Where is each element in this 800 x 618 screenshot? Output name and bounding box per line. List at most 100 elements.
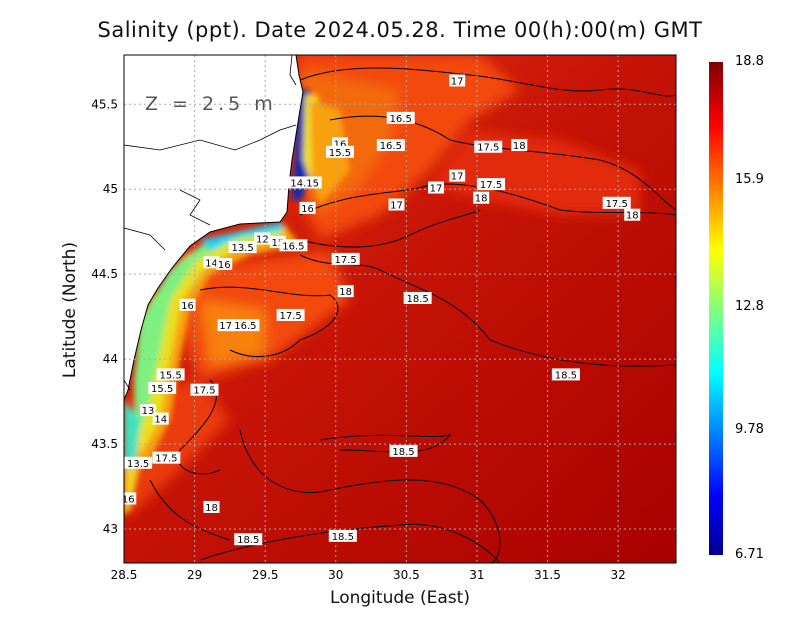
contour-label: 18	[511, 139, 528, 152]
svg-text:18.5: 18.5	[555, 370, 577, 381]
border-lines	[124, 55, 297, 391]
contour-label: 16.5	[231, 319, 260, 332]
contour-label: 17.5	[276, 308, 305, 322]
y-tick-label: 43	[103, 522, 118, 536]
contour-label: 17	[217, 319, 234, 332]
contour-label: 15.5	[326, 145, 354, 159]
x-tick-label: 30	[328, 568, 343, 582]
svg-text:16: 16	[122, 494, 135, 505]
svg-text:17.5: 17.5	[477, 143, 499, 154]
svg-text:17: 17	[451, 172, 464, 183]
contour-label: 18	[624, 208, 641, 222]
svg-text:18: 18	[205, 503, 218, 514]
svg-text:15.5: 15.5	[329, 148, 351, 159]
svg-text:17.5: 17.5	[193, 386, 215, 397]
x-tick-label: 30.5	[393, 568, 420, 582]
svg-text:17.5: 17.5	[279, 311, 301, 322]
contour-label: 16.5	[376, 139, 405, 152]
y-tick-label: 44.5	[91, 267, 118, 281]
svg-text:13.5: 13.5	[127, 459, 149, 470]
colorbar	[709, 62, 723, 555]
contour-label: 17.5	[152, 451, 181, 465]
contour-label: 16.5	[279, 239, 308, 252]
contour-label: 18	[203, 500, 220, 514]
grid-lines	[124, 55, 676, 563]
contour-label: 14.15	[287, 176, 322, 189]
svg-text:14: 14	[154, 415, 167, 426]
svg-text:16: 16	[334, 139, 347, 150]
colorbar-tick-label: 18.8	[735, 54, 764, 69]
contour-label: 16	[179, 298, 196, 312]
svg-text:17: 17	[219, 321, 232, 332]
svg-text:16.5: 16.5	[282, 241, 304, 252]
svg-text:13.5: 13.5	[231, 243, 253, 254]
svg-text:18.5: 18.5	[332, 532, 354, 543]
svg-text:14: 14	[205, 258, 218, 269]
contour-label: 18.5	[234, 533, 263, 546]
contour-label: 17	[449, 74, 466, 87]
x-tick-label: 32	[610, 568, 625, 582]
svg-text:18.5: 18.5	[392, 447, 414, 458]
contour-label: 18	[337, 285, 354, 298]
contour-label: 13.5	[228, 240, 257, 254]
contour-label: 13.5	[124, 456, 153, 470]
svg-text:16.5: 16.5	[380, 141, 402, 152]
svg-text:15: 15	[272, 238, 285, 249]
svg-text:18: 18	[475, 194, 488, 205]
svg-text:17: 17	[430, 184, 443, 195]
svg-text:17.5: 17.5	[606, 199, 628, 210]
svg-text:18: 18	[339, 287, 352, 298]
y-tick-label: 44	[103, 352, 118, 366]
contour-label: 17.5	[474, 140, 503, 154]
svg-text:18.5: 18.5	[407, 294, 429, 305]
contour-label: 17.5	[602, 196, 631, 210]
svg-text:17.5: 17.5	[155, 454, 177, 465]
contour-label: 18.5	[403, 291, 432, 305]
map-title: Salinity (ppt). Date 2024.05.28. Time 00…	[97, 18, 703, 42]
contour-label: 18	[473, 191, 490, 205]
contour-label: 16	[216, 257, 233, 271]
depth-annotation: Z = 2.5 m	[145, 93, 277, 115]
svg-text:18: 18	[513, 141, 526, 152]
y-tick-label: 45.5	[91, 97, 118, 111]
x-tick-label: 31.5	[534, 568, 561, 582]
contour-label: 12	[254, 232, 271, 245]
contour-label: 17.5	[190, 383, 219, 397]
colorbar-tick-label: 15.9	[735, 172, 764, 188]
svg-text:17: 17	[451, 76, 464, 87]
contour-label: 14	[152, 412, 169, 426]
contour-label: 16	[299, 201, 316, 215]
svg-text:17.5: 17.5	[480, 180, 502, 191]
contour-label: 17	[428, 181, 444, 195]
svg-text:16: 16	[181, 301, 194, 312]
x-tick-label: 29	[187, 568, 202, 582]
contour-label: 16	[122, 492, 137, 505]
contour-label: 15.5	[156, 368, 185, 381]
svg-text:14.15: 14.15	[290, 178, 319, 189]
contour-label: 13	[140, 404, 156, 417]
svg-text:17.5: 17.5	[335, 255, 357, 266]
y-tick-label: 45	[103, 182, 118, 196]
x-tick-label: 31	[469, 568, 484, 582]
land	[124, 55, 304, 401]
colorbar-tick-label: 6.71	[735, 547, 764, 562]
svg-text:18.5: 18.5	[237, 535, 259, 546]
contour-label: 17.5	[331, 252, 360, 266]
contour-label: 16.5	[386, 111, 415, 125]
x-axis-label: Longitude (East)	[330, 588, 470, 608]
axis-ticks: 28.5 29 29.5 30 30.5 31 31.5 32 43 43.5 44 44.5 45 45…	[91, 97, 625, 582]
svg-text:12: 12	[256, 234, 269, 245]
contour-label: 17	[449, 169, 466, 183]
x-tick-label: 29.5	[252, 568, 279, 582]
contour-label: 17.5	[477, 178, 506, 191]
svg-text:15.5: 15.5	[151, 384, 173, 395]
plot-frame	[123, 54, 677, 564]
contour-label: 14	[203, 256, 220, 269]
svg-text:16: 16	[218, 260, 231, 271]
svg-text:16.5: 16.5	[234, 321, 256, 332]
svg-text:18: 18	[626, 211, 639, 222]
svg-text:15.5: 15.5	[159, 370, 181, 381]
svg-text:16: 16	[301, 204, 314, 215]
